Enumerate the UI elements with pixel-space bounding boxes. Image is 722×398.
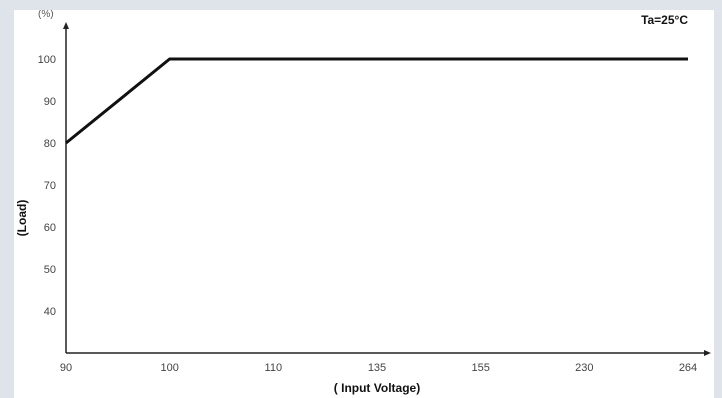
temperature-annotation: Ta=25°C [641, 13, 688, 27]
x-tick-label: 90 [60, 362, 72, 374]
x-tick-label: 230 [575, 362, 593, 374]
y-tick-label: 80 [44, 138, 56, 150]
x-tick-label: 135 [368, 362, 386, 374]
chart-panel: 40 50 60 70 80 90 100 90 100 110 135 155 230 264 (%)… [14, 10, 714, 398]
y-tick-labels: 40 50 60 70 80 90 100 [38, 54, 56, 318]
x-tick-label: 155 [471, 362, 489, 374]
y-tick-label: 90 [44, 96, 56, 108]
y-tick-label: 40 [44, 306, 56, 318]
x-tick-label: 264 [679, 362, 697, 374]
x-tick-label: 110 [265, 362, 283, 374]
load-derating-chart: 40 50 60 70 80 90 100 90 100 110 135 155 230 264 (%)… [15, 10, 711, 395]
x-tick-label: 100 [160, 362, 178, 374]
axes [63, 22, 711, 356]
x-axis-arrow-icon [704, 350, 711, 356]
y-tick-label: 60 [44, 222, 56, 234]
y-unit-label: (%) [38, 10, 54, 20]
y-tick-label: 50 [44, 264, 56, 276]
y-tick-label: 100 [38, 54, 56, 66]
x-tick-labels: 90 100 110 135 155 230 264 [60, 362, 697, 374]
y-axis-arrow-icon [63, 22, 69, 29]
x-axis-title: ( Input Voltage) [334, 381, 420, 395]
y-axis-title: (Load) [15, 200, 29, 237]
load-curve-line [65, 57, 688, 145]
y-tick-label: 70 [44, 180, 56, 192]
